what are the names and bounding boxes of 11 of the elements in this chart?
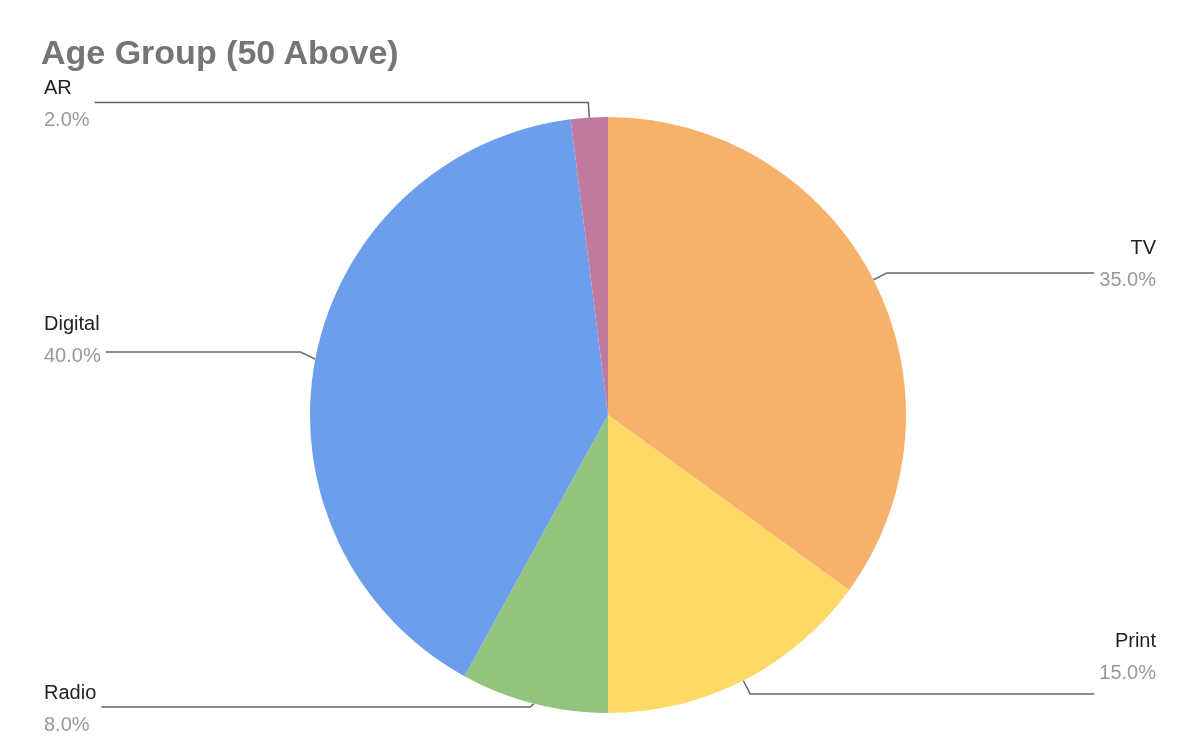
slice-label: AR [44,75,72,98]
data-label: 35.0% [1099,267,1157,290]
slice-label: Radio [44,681,97,703]
slice-label: Print [1114,629,1157,651]
chart-title: Age Group (50 Above) [41,33,399,71]
data-label: 40.0% [44,344,101,367]
data-label: 8.0% [44,713,90,735]
data-label: 15.0% [1099,661,1157,683]
slice-label: TV [1130,235,1157,258]
data-label: 2.0% [44,107,90,130]
slice-label: Digital [44,312,100,335]
